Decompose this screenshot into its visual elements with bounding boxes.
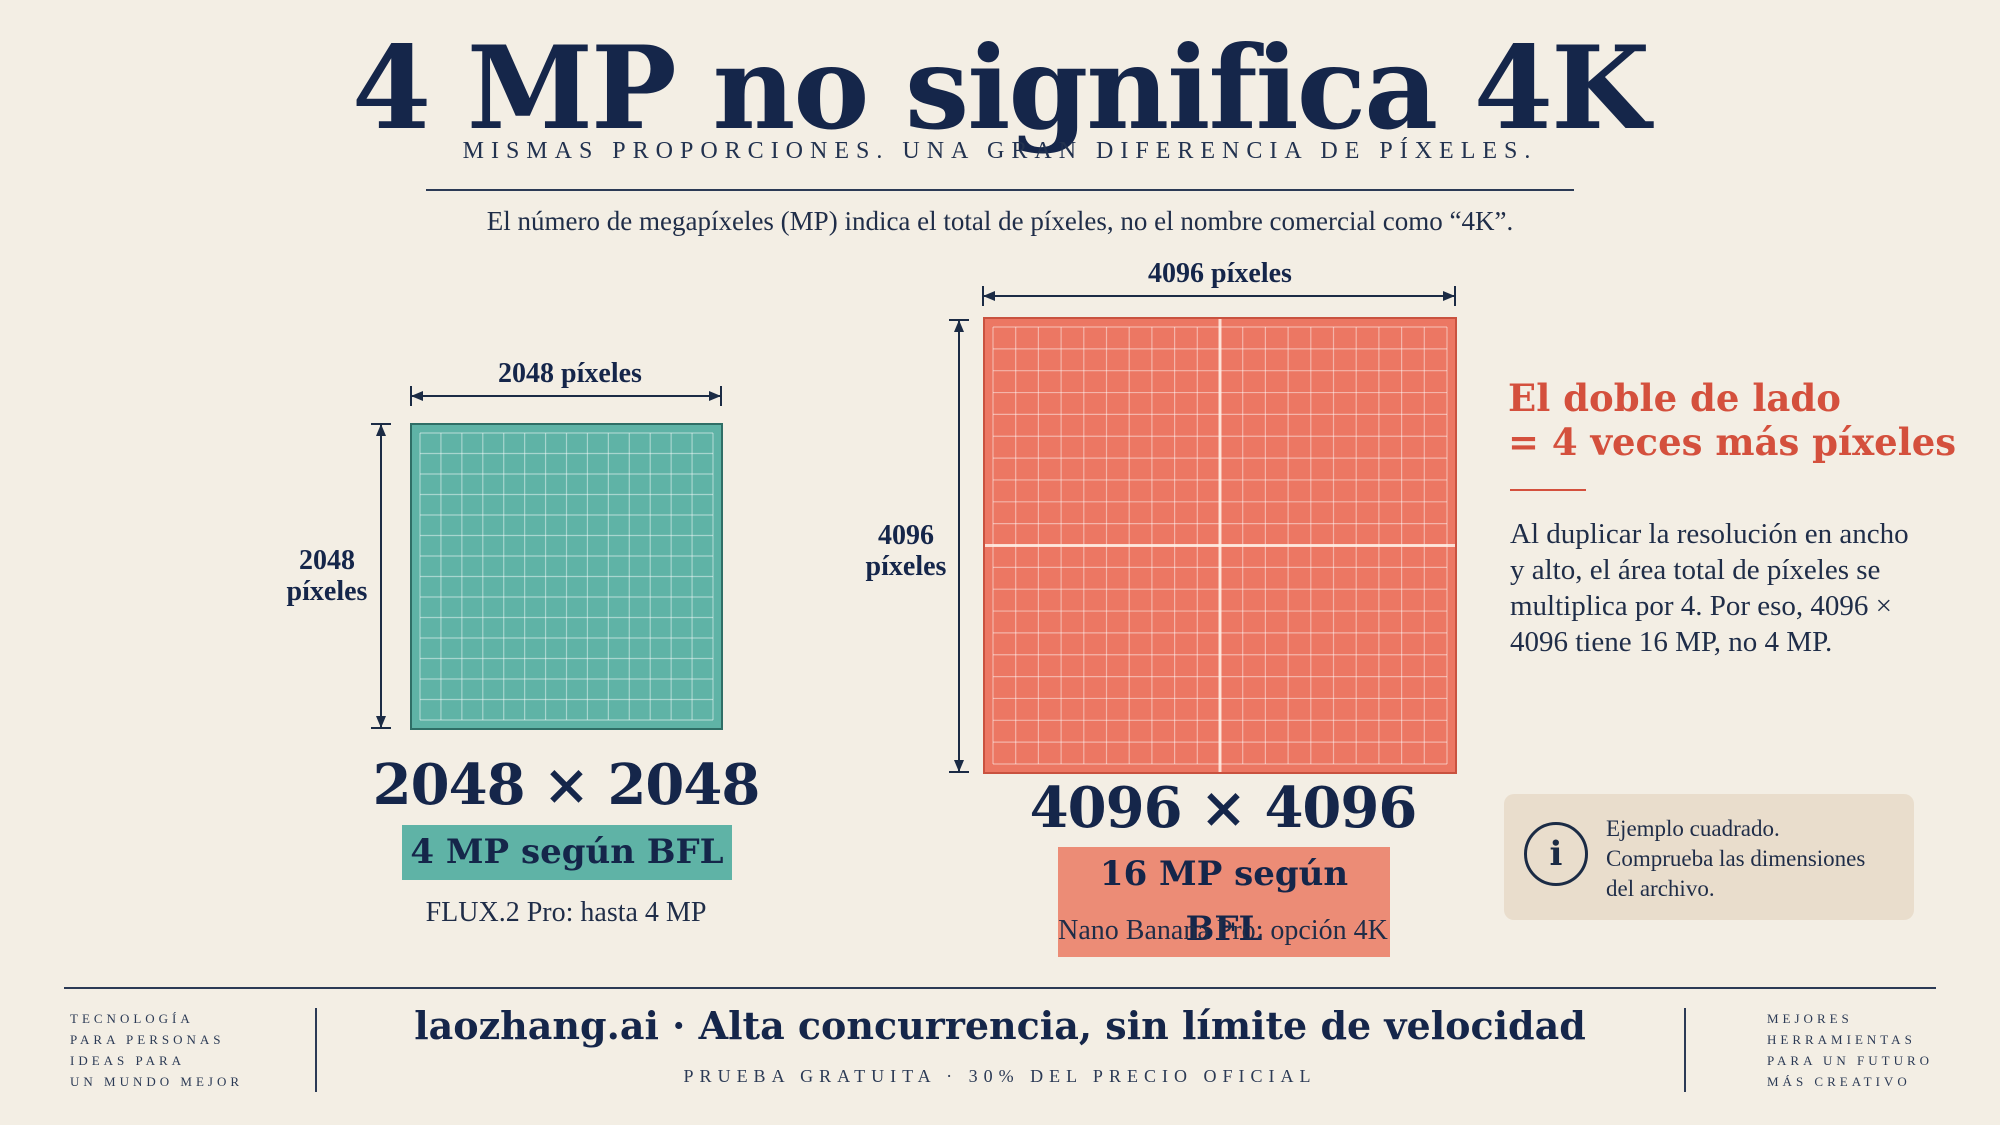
small-pixel-square <box>410 423 723 730</box>
page-title: 4 MP no significa 4K <box>351 21 1650 155</box>
large-width-arrow <box>982 286 1456 306</box>
square-fill <box>410 423 723 730</box>
small-width-label: 2048 píxeles <box>498 358 642 389</box>
large-height-label: 4096 píxeles <box>850 520 962 582</box>
footer-right-divider <box>1684 1008 1686 1092</box>
footer-left-line: PARA PERSONAS <box>70 1032 225 1047</box>
footer-right-line: MÁS CREATIVO <box>1767 1074 1911 1089</box>
large-caption: Nano Banana Pro: opción 4K <box>1058 915 1388 946</box>
footer-left-line: TECNOLOGÍA <box>70 1011 194 1026</box>
small-height-arrow <box>371 423 391 729</box>
footer-headline: laozhang.ai · Alta concurrencia, sin lím… <box>414 1003 1586 1048</box>
page-subtitle: MISMAS PROPORCIONES. UNA GRAN DIFERENCIA… <box>462 138 1538 164</box>
info-line-1: Ejemplo cuadrado. <box>1606 816 1780 841</box>
large-mp-badge: 16 MP según BFL <box>1058 847 1390 957</box>
footer-divider <box>64 987 1936 989</box>
large-height-arrow <box>949 319 969 773</box>
callout-divider <box>1510 489 1586 491</box>
footer-left-line: UN MUNDO MEJOR <box>70 1074 244 1089</box>
intro-text: El número de megapíxeles (MP) indica el … <box>486 206 1514 236</box>
small-mp-badge: 4 MP según BFL <box>402 825 732 880</box>
footer-right-line: PARA UN FUTURO <box>1767 1053 1934 1068</box>
callout-title: El doble de lado = 4 veces más píxeles <box>1508 376 1956 464</box>
header-divider <box>426 189 1574 191</box>
footer-left-divider <box>315 1008 317 1092</box>
large-height-value: 4096 <box>878 520 934 551</box>
small-height-label: 2048 píxeles <box>270 545 384 607</box>
small-dimension-arrows <box>410 386 722 406</box>
info-line-3: del archivo. <box>1606 876 1715 901</box>
footer-right-line: MEJORES <box>1767 1011 1853 1026</box>
footer-right-line: HERRAMIENTAS <box>1767 1032 1916 1047</box>
footer-right-tagline: MEJORES HERRAMIENTAS PARA UN FUTURO MÁS … <box>1767 1008 1933 1092</box>
callout-body: Al duplicar la resolución en ancho y alt… <box>1510 518 1909 658</box>
callout-title-line1: El doble de lado <box>1508 376 1841 420</box>
small-dimensions: 2048 × 2048 <box>372 752 761 818</box>
footer-left-tagline: TECNOLOGÍA PARA PERSONAS IDEAS PARA UN M… <box>70 1008 243 1092</box>
info-text: Ejemplo cuadrado. Comprueba las dimensio… <box>1606 814 1906 904</box>
large-pixel-square <box>983 317 1457 774</box>
small-height-value: 2048 <box>299 545 355 576</box>
large-dimensions: 4096 × 4096 <box>1029 775 1418 841</box>
footer-left-line: IDEAS PARA <box>70 1053 186 1068</box>
large-width-label: 4096 píxeles <box>1148 258 1292 289</box>
footer-subline: PRUEBA GRATUITA · 30% DEL PRECIO OFICIAL <box>683 1066 1317 1086</box>
callout-title-line2: = 4 veces más píxeles <box>1508 420 1957 464</box>
info-line-2: Comprueba las dimensiones <box>1606 846 1866 871</box>
info-icon: i <box>1524 822 1588 886</box>
small-caption: FLUX.2 Pro: hasta 4 MP <box>425 897 707 928</box>
small-height-unit: píxeles <box>286 576 368 607</box>
large-height-unit: píxeles <box>865 551 947 582</box>
